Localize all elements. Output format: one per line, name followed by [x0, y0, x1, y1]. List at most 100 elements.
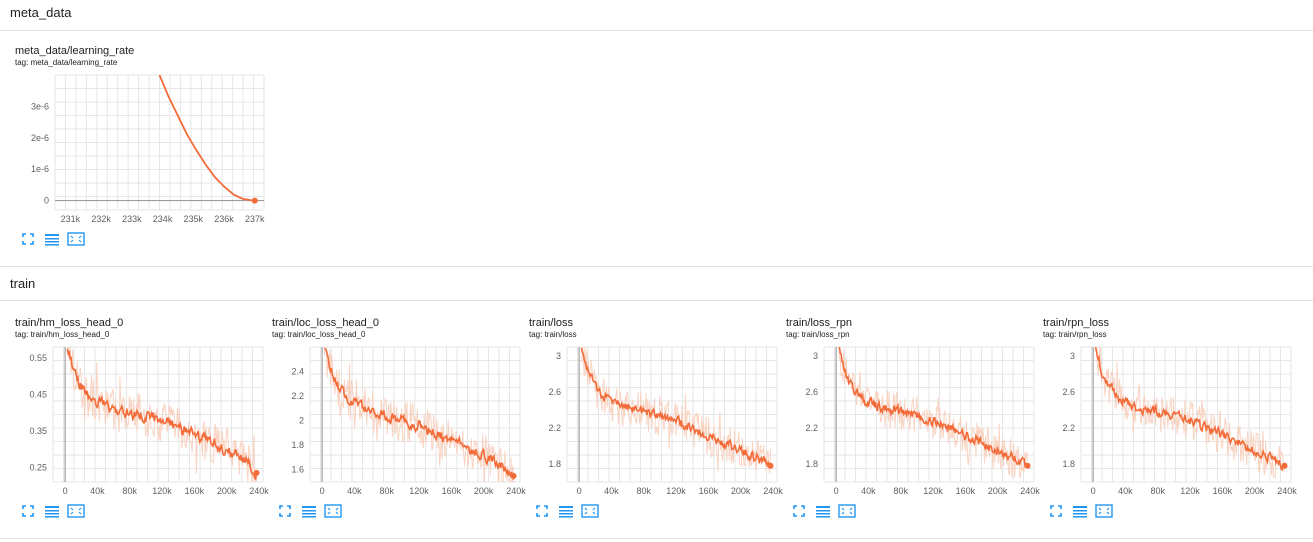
expand-icon [793, 505, 805, 517]
y-tick-label: 2.2 [1062, 423, 1075, 433]
section-title: meta_data [10, 5, 72, 20]
x-tick-label: 200k [988, 486, 1008, 496]
expand-button[interactable] [791, 504, 807, 518]
y-tick-label: 1.8 [805, 459, 818, 469]
chart-toolbar [277, 504, 342, 518]
chart-title: train/rpn_loss [1043, 317, 1110, 329]
x-tick-label: 0 [1091, 486, 1096, 496]
fit-domain-button[interactable] [67, 504, 85, 518]
x-tick-label: 231k [61, 214, 81, 224]
expand-button[interactable] [20, 504, 36, 518]
x-tick-label: 80k [379, 486, 394, 496]
data-table-icon [301, 505, 317, 518]
line-chart[interactable]: 0 40k 80k 120k 160k 200k 240k 1.8 2.2 2.6 3 [786, 317, 1040, 502]
line-chart[interactable]: 0 40k 80k 120k 160k 200k 240k 0.25 0.35 0.45 0.55 [15, 317, 269, 502]
x-tick-label: 240k [1020, 486, 1040, 496]
data-table-button[interactable] [558, 504, 574, 518]
x-tick-label: 160k [699, 486, 719, 496]
chart-title: train/hm_loss_head_0 [15, 317, 124, 329]
y-tick-label: 2.2 [291, 391, 304, 401]
fit-domain-button[interactable] [838, 504, 856, 518]
x-tick-label: 234k [153, 214, 173, 224]
series-end-point [1281, 462, 1288, 469]
x-tick-label: 240k [249, 486, 269, 496]
expand-button[interactable] [20, 232, 36, 246]
fit-domain-button[interactable] [324, 504, 342, 518]
line-chart[interactable]: 0 40k 80k 120k 160k 200k 240k 1.6 1.8 2 2.2 2.4 [272, 317, 526, 502]
expand-icon [279, 505, 291, 517]
section-header-meta-data[interactable]: meta_data [0, 0, 1313, 31]
chart-tag: tag: train/loss [529, 330, 577, 339]
y-tick-label: 2.4 [291, 367, 304, 377]
chart-tag: tag: train/loc_loss_head_0 [272, 330, 366, 339]
series-smoothed-line [1094, 347, 1286, 472]
x-tick-label: 160k [956, 486, 976, 496]
x-tick-label: 40k [861, 486, 876, 496]
fit-domain-button[interactable] [67, 232, 85, 246]
expand-button[interactable] [277, 504, 293, 518]
x-tick-label: 80k [1150, 486, 1165, 496]
fit-domain-button[interactable] [1095, 504, 1113, 518]
y-tick-label: 0.35 [29, 426, 47, 436]
chart-card: meta_data/learning_rate tag: meta_data/l… [15, 45, 270, 250]
section-divider [0, 266, 1313, 267]
expand-icon [536, 505, 548, 517]
line-chart[interactable]: 0 40k 80k 120k 160k 200k 240k 1.8 2.2 2.6 3 [529, 317, 783, 502]
x-tick-label: 236k [214, 214, 234, 224]
data-table-button[interactable] [815, 504, 831, 518]
x-tick-label: 80k [636, 486, 651, 496]
fit-domain-icon [324, 504, 342, 518]
x-tick-label: 0 [63, 486, 68, 496]
x-tick-label: 120k [1180, 486, 1200, 496]
series-smoothed-line [324, 347, 515, 480]
fit-domain-icon [67, 232, 85, 246]
series-smoothed-line [66, 348, 258, 481]
fit-domain-button[interactable] [581, 504, 599, 518]
series-end-point [251, 197, 258, 204]
fit-domain-icon [67, 504, 85, 518]
x-tick-label: 0 [320, 486, 325, 496]
y-tick-label: 2.6 [548, 387, 561, 397]
data-table-icon [1072, 505, 1088, 518]
chart-toolbar [534, 504, 599, 518]
x-tick-label: 40k [90, 486, 105, 496]
x-tick-label: 160k [185, 486, 205, 496]
expand-button[interactable] [1048, 504, 1064, 518]
y-tick-label: 3 [813, 351, 818, 361]
x-tick-label: 200k [217, 486, 237, 496]
data-table-button[interactable] [301, 504, 317, 518]
line-chart[interactable]: 231k 232k 233k 234k 235k 236k 237k 0 1e-6 2e-6 3e-… [15, 45, 270, 230]
y-tick-label: 1.8 [291, 440, 304, 450]
expand-icon [1050, 505, 1062, 517]
chart-tag: tag: train/hm_loss_head_0 [15, 330, 110, 339]
y-tick-label: 2.6 [1062, 387, 1075, 397]
x-tick-label: 0 [577, 486, 582, 496]
data-table-button[interactable] [1072, 504, 1088, 518]
x-tick-label: 160k [1213, 486, 1233, 496]
series-end-point [767, 462, 774, 469]
chart-card: train/loc_loss_head_0 tag: train/loc_loss… [272, 317, 526, 522]
x-tick-label: 233k [122, 214, 142, 224]
x-tick-label: 40k [1118, 486, 1133, 496]
chart-title: train/loc_loss_head_0 [272, 317, 380, 329]
expand-icon [22, 505, 34, 517]
x-tick-label: 120k [409, 486, 429, 496]
series-end-point [253, 469, 260, 476]
chart-card: train/loss tag: train/loss 0 40k 80k 120k 160k… [529, 317, 783, 522]
line-chart[interactable]: 0 40k 80k 120k 160k 200k 240k 1.8 2.2 2.6 3 [1043, 317, 1297, 502]
data-table-button[interactable] [44, 504, 60, 518]
section-header-train[interactable]: train [0, 267, 1313, 301]
expand-button[interactable] [534, 504, 550, 518]
series-raw-line [1096, 347, 1285, 479]
data-table-button[interactable] [44, 232, 60, 246]
x-tick-label: 237k [245, 214, 265, 224]
chart-title: train/loss [529, 317, 574, 329]
x-tick-label: 160k [442, 486, 462, 496]
series-end-point [1024, 462, 1031, 469]
y-tick-label: 3 [1070, 351, 1075, 361]
x-tick-label: 200k [474, 486, 494, 496]
y-tick-label: 2e-6 [31, 133, 49, 143]
data-table-icon [815, 505, 831, 518]
chart-card: train/loss_rpn tag: train/loss_rpn 0 40k 80k… [786, 317, 1040, 522]
y-tick-label: 2.2 [548, 423, 561, 433]
